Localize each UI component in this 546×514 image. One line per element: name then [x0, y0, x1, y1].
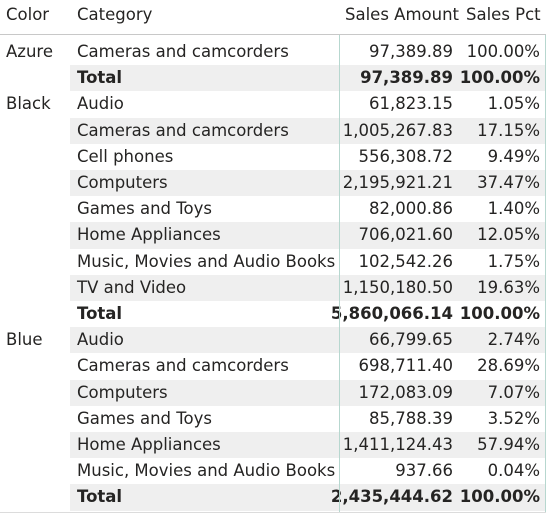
category-cell: Games and Toys [77, 408, 212, 428]
sales-amount-cell: 698,711.40 [358, 356, 453, 376]
table-row[interactable]: Cameras and camcorders 97,389.89 100.00% [70, 39, 546, 65]
sales-amount-cell: 937.66 [395, 461, 453, 481]
table-row[interactable]: Audio 61,823.15 1.05% [70, 91, 546, 117]
sales-pct-cell: 17.15% [477, 120, 540, 140]
sales-pct-cell: 7.07% [487, 382, 540, 402]
category-cell: Total [77, 487, 123, 507]
sales-pct-cell: 28.69% [477, 356, 540, 376]
category-cell: Computers [77, 173, 168, 192]
column-header-category[interactable]: Category [77, 5, 153, 24]
subtotal-row[interactable]: Total 5,860,066.14 100.00% [70, 301, 546, 327]
sales-pct-cell: 100.00% [459, 304, 540, 323]
table-row[interactable]: Games and Toys 82,000.86 1.40% [70, 196, 546, 222]
sales-amount-cell: 85,788.39 [369, 408, 453, 428]
sales-pct-cell: 1.05% [487, 94, 540, 114]
category-cell: Cameras and camcorders [77, 120, 289, 140]
table-row[interactable]: Home Appliances 1,411,124.43 57.94% [70, 432, 546, 459]
category-cell: Cameras and camcorders [77, 356, 289, 376]
bottom-border [0, 512, 546, 513]
category-cell: Audio [77, 94, 124, 114]
header-divider [0, 34, 546, 35]
sales-amount-cell: 706,021.60 [358, 225, 453, 245]
table-row[interactable]: Cell phones 556,308.72 9.49% [70, 144, 546, 170]
sales-amount-cell: 1,411,124.43 [342, 435, 453, 454]
table-row[interactable]: Computers 172,083.09 7.07% [70, 379, 546, 406]
sales-pct-cell: 100.00% [459, 68, 540, 88]
row-header-color[interactable]: Blue [6, 330, 43, 350]
sales-amount-cell: 5,860,066.14 [330, 304, 453, 323]
sales-pct-cell: 100.00% [466, 42, 540, 61]
table-row[interactable]: Music, Movies and Audio Books 937.66 0.04% [70, 458, 546, 484]
sales-amount-cell: 172,083.09 [358, 382, 453, 402]
sales-amount-cell: 102,542.26 [358, 251, 453, 271]
sales-amount-cell: 2,195,921.21 [342, 173, 453, 192]
sales-amount-cell: 1,005,267.83 [342, 120, 453, 140]
category-cell: Cameras and camcorders [77, 42, 289, 61]
table-row[interactable]: Music, Movies and Audio Books 102,542.26 1… [70, 249, 546, 275]
sales-amount-cell: 2,435,444.62 [330, 487, 453, 507]
sales-pct-cell: 0.04% [487, 461, 540, 481]
column-header-color[interactable]: Color [6, 5, 50, 24]
column-header-sales-amount[interactable]: Sales Amount [345, 5, 460, 24]
sales-pct-cell: 1.75% [487, 251, 540, 271]
category-cell: Home Appliances [77, 435, 221, 454]
sales-pct-cell: 12.05% [477, 225, 540, 245]
row-header-color[interactable]: Azure [6, 42, 53, 61]
category-cell: TV and Video [77, 277, 187, 297]
sales-amount-cell: 1,150,180.50 [342, 277, 453, 297]
category-cell: Audio [77, 330, 124, 350]
category-cell: Games and Toys [77, 199, 212, 219]
sales-pct-cell: 57.94% [477, 435, 540, 454]
sales-amount-cell: 97,389.89 [360, 68, 453, 88]
table-row[interactable]: Home Appliances 706,021.60 12.05% [70, 222, 546, 249]
subtotal-row[interactable]: Total 2,435,444.62 100.00% [70, 484, 546, 511]
table-row[interactable]: Computers 2,195,921.21 37.47% [70, 170, 546, 197]
sales-amount-cell: 82,000.86 [369, 199, 453, 219]
category-cell: Cell phones [77, 146, 174, 166]
sales-pct-cell: 100.00% [459, 487, 540, 507]
sales-pct-cell: 37.47% [477, 173, 540, 192]
sales-pct-cell: 2.74% [487, 330, 540, 350]
sales-pct-cell: 1.40% [487, 199, 540, 219]
sales-amount-cell: 97,389.89 [369, 42, 453, 61]
sales-amount-cell: 556,308.72 [358, 146, 453, 166]
table-row[interactable]: Cameras and camcorders 698,711.40 28.69% [70, 353, 546, 379]
amount-column-divider [339, 35, 340, 512]
category-cell: Music, Movies and Audio Books [77, 461, 336, 481]
category-cell: Total [77, 68, 123, 88]
category-cell: Total [77, 304, 123, 323]
category-cell: Music, Movies and Audio Books [77, 251, 336, 271]
sales-pct-cell: 19.63% [477, 277, 540, 297]
sales-pct-cell: 9.49% [487, 146, 540, 166]
category-cell: Computers [77, 382, 168, 402]
table-row[interactable]: Cameras and camcorders 1,005,267.83 17.15% [70, 117, 546, 144]
sales-amount-cell: 61,823.15 [369, 94, 453, 114]
sales-pct-cell: 3.52% [487, 408, 540, 428]
sales-amount-cell: 66,799.65 [369, 330, 453, 350]
category-cell: Home Appliances [77, 225, 221, 245]
table-row[interactable]: TV and Video 1,150,180.50 19.63% [70, 274, 546, 301]
row-header-color[interactable]: Black [6, 94, 51, 114]
column-header-sales-pct[interactable]: Sales Pct [466, 5, 541, 24]
table-row[interactable]: Games and Toys 85,788.39 3.52% [70, 406, 546, 432]
subtotal-row[interactable]: Total 97,389.89 100.00% [70, 65, 546, 92]
table-row[interactable]: Audio 66,799.65 2.74% [70, 327, 546, 354]
